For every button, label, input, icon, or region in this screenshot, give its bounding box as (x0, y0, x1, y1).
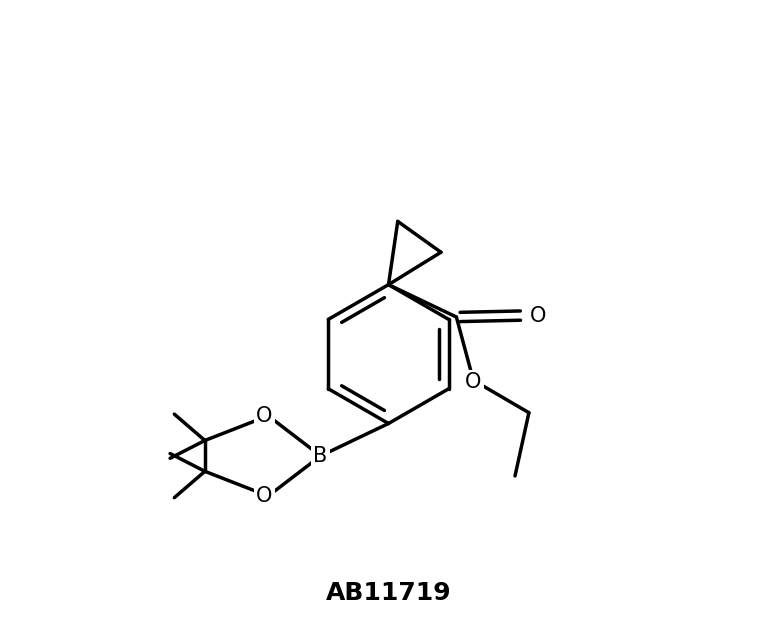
Text: B: B (313, 446, 328, 466)
Text: O: O (530, 305, 546, 326)
Text: AB11719: AB11719 (326, 581, 451, 605)
Text: O: O (256, 406, 273, 426)
Text: O: O (465, 372, 482, 392)
Text: O: O (256, 486, 273, 506)
